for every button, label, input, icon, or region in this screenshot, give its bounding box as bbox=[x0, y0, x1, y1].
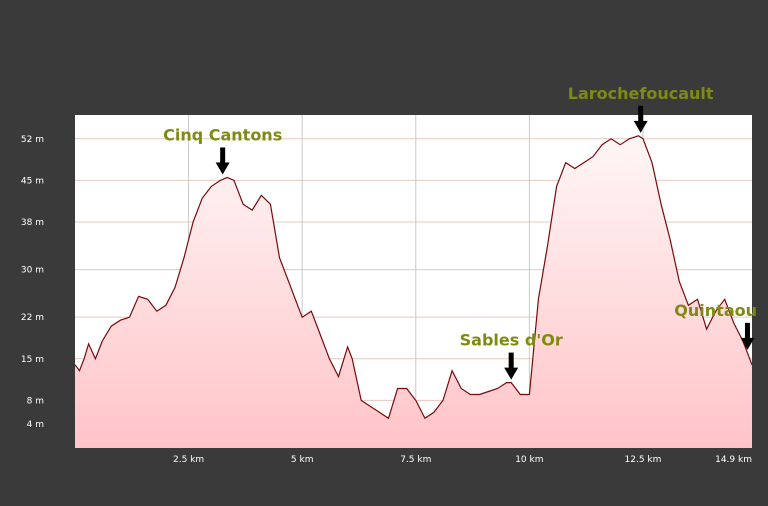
y-tick-label: 22 m bbox=[21, 313, 44, 323]
annotation-label: Cinq Cantons bbox=[163, 125, 282, 144]
x-tick-label: 2.5 km bbox=[173, 455, 204, 465]
y-tick-label: 4 m bbox=[27, 420, 44, 430]
annotation-arrow bbox=[504, 352, 519, 380]
annotation-arrow bbox=[740, 322, 755, 350]
x-axis-ticks: 2.5 km 5 km 7.5 km 10 km 12.5 km 14.9 km bbox=[173, 455, 752, 465]
x-tick-label: 7.5 km bbox=[400, 455, 431, 465]
y-tick-label: 45 m bbox=[21, 176, 44, 186]
x-tick-label: 12.5 km bbox=[625, 455, 662, 465]
annotation-arrow bbox=[215, 147, 230, 175]
x-tick-label: 10 km bbox=[515, 455, 543, 465]
x-tick-label: 5 km bbox=[291, 455, 314, 465]
y-tick-label: 30 m bbox=[21, 266, 44, 276]
annotation-label: Larochefoucault bbox=[568, 84, 714, 103]
elevation-area bbox=[75, 135, 752, 449]
y-tick-label: 8 m bbox=[27, 396, 44, 406]
annotation-label: Quintaou bbox=[674, 301, 757, 320]
y-tick-label: 52 m bbox=[21, 135, 44, 145]
annotation-arrow bbox=[633, 105, 648, 133]
annotations: Cinq Cantons Larochefoucault Sables d'Or Qu… bbox=[163, 84, 757, 380]
elevation-line bbox=[74, 135, 753, 420]
y-tick-label: 15 m bbox=[21, 355, 44, 365]
x-tick-label: 14.9 km bbox=[715, 455, 752, 465]
annotation-label: Sables d'Or bbox=[460, 331, 563, 350]
y-tick-label: 38 m bbox=[21, 218, 44, 228]
y-axis-ticks: 52 m 45 m 38 m 30 m 22 m 15 m 8 m 4 m bbox=[21, 135, 44, 430]
